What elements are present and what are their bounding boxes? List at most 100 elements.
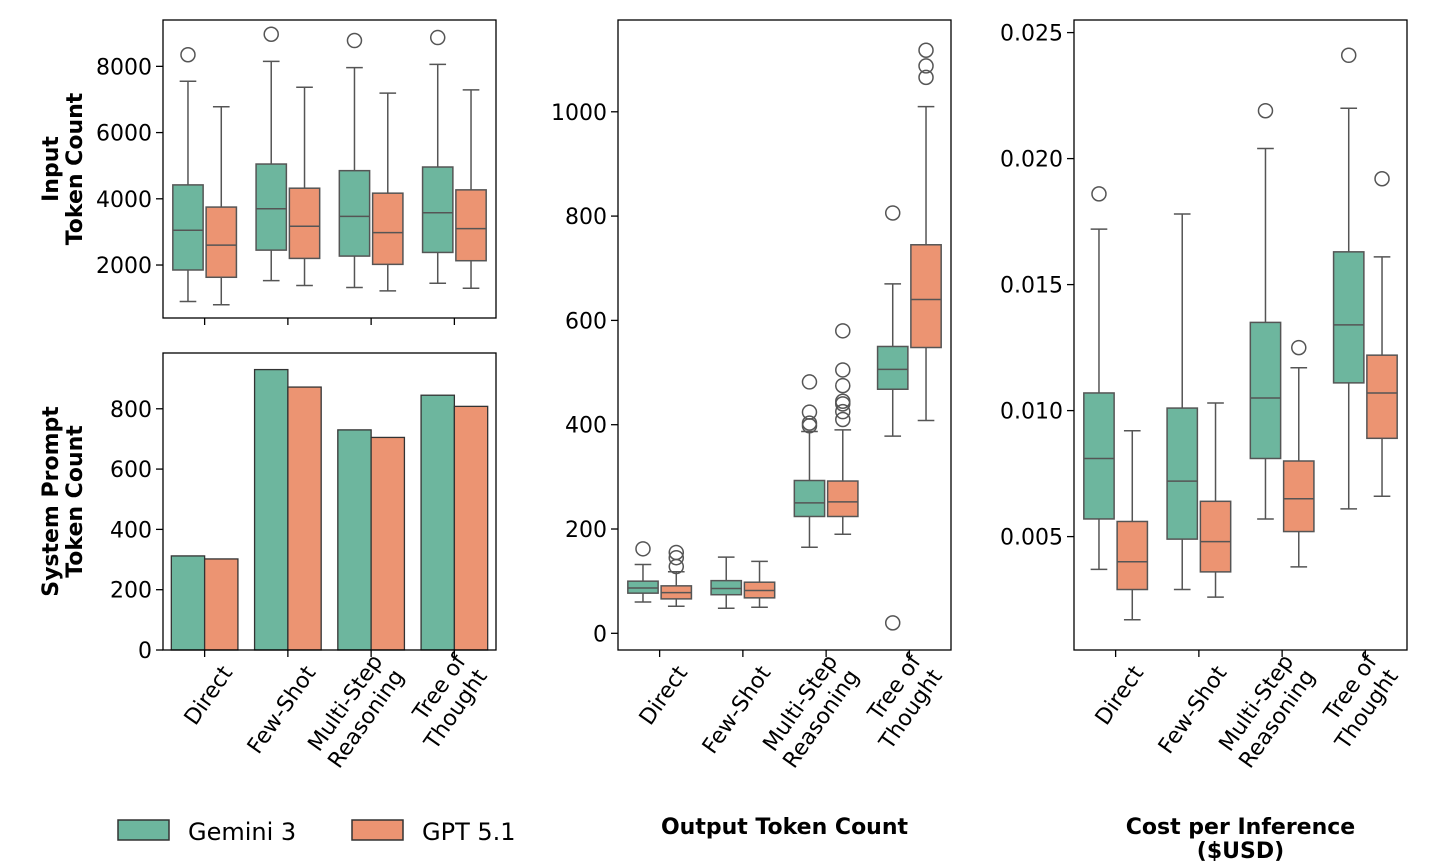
outlier-6 bbox=[835, 323, 851, 339]
axes-frame-output bbox=[617, 19, 952, 651]
ytick-label-input-0: 2000 bbox=[96, 254, 152, 279]
box-iqr bbox=[1282, 460, 1315, 533]
bar-system-0-0 bbox=[170, 555, 206, 651]
outlier-2 bbox=[801, 404, 818, 420]
box-iqr bbox=[826, 480, 859, 518]
outlier-1 bbox=[918, 58, 934, 74]
xtick-label-line: Direct bbox=[635, 661, 693, 730]
outlier-0 bbox=[1257, 102, 1274, 119]
ytick-label-input-2: 6000 bbox=[96, 122, 152, 147]
ytick-label-output-4: 800 bbox=[565, 205, 607, 230]
box-input-1-1 bbox=[288, 86, 321, 287]
outlier-5 bbox=[835, 362, 851, 378]
outlier-0 bbox=[1091, 186, 1107, 202]
outlier-3 bbox=[801, 374, 818, 390]
axes-frame-cost bbox=[1073, 19, 1408, 651]
outlier-1 bbox=[801, 415, 818, 431]
box-iqr bbox=[710, 579, 743, 596]
axes-frame-input bbox=[162, 19, 497, 319]
box-output-0-3 bbox=[876, 205, 909, 631]
box-iqr bbox=[876, 345, 909, 390]
outlier-1 bbox=[668, 549, 685, 566]
outlier-0 bbox=[1291, 339, 1307, 356]
ylabel-line: System Prompt bbox=[39, 406, 64, 597]
ytick-label-cost-4: 0.025 bbox=[1000, 22, 1063, 47]
outlier-0 bbox=[1340, 47, 1357, 64]
box-output-1-2 bbox=[826, 323, 859, 535]
box-iqr bbox=[793, 479, 826, 518]
bar-system-1-1 bbox=[287, 386, 322, 651]
ytick-label-output-2: 400 bbox=[565, 414, 607, 439]
ytick-label-output-5: 1000 bbox=[551, 101, 607, 126]
xtick-label-output-0: Direct bbox=[635, 661, 693, 730]
box-iqr bbox=[288, 187, 321, 260]
ytick-label-output-0: 0 bbox=[593, 622, 607, 647]
box-input-0-3 bbox=[421, 29, 454, 284]
ytick-label-cost-0: 0.005 bbox=[1000, 526, 1063, 551]
ytick-label-cost-2: 0.015 bbox=[1000, 274, 1063, 299]
outlier-0 bbox=[429, 29, 446, 46]
box-cost-0-0 bbox=[1083, 186, 1115, 571]
xtick-label-cost-2: Multi-StepReasoning bbox=[1213, 650, 1320, 773]
axes-frame-system bbox=[162, 352, 497, 651]
box-input-1-0 bbox=[205, 106, 238, 306]
box-cost-0-3 bbox=[1332, 47, 1365, 510]
xtick-label-output-3: Tree ofThought bbox=[853, 649, 948, 755]
legend-label-gpt: GPT 5.1 bbox=[422, 818, 516, 846]
bar-system-0-3 bbox=[420, 394, 456, 651]
outlier-0 bbox=[1374, 171, 1390, 187]
xlabel-cost: Cost per Inference ($USD) bbox=[1126, 815, 1355, 861]
xlabel-line: Cost per Inference bbox=[1126, 815, 1355, 840]
box-iqr bbox=[1366, 354, 1398, 440]
ytick-label-input-1: 4000 bbox=[96, 188, 152, 213]
ylabel-input: InputToken Count bbox=[39, 92, 88, 245]
ytick-label-system-0: 0 bbox=[138, 639, 152, 664]
xtick-label-output-2: Multi-StepReasoning bbox=[757, 650, 864, 773]
box-iqr bbox=[338, 169, 371, 257]
ytick-label-system-2: 400 bbox=[110, 518, 152, 543]
outlier-1 bbox=[884, 205, 901, 221]
box-iqr bbox=[455, 189, 487, 262]
box-output-0-2 bbox=[793, 374, 826, 549]
outlier-1 bbox=[835, 403, 851, 420]
xtick-label-line: Direct bbox=[180, 661, 238, 730]
outlier-0 bbox=[263, 26, 279, 42]
outlier-3 bbox=[835, 393, 851, 409]
ytick-label-system-4: 800 bbox=[110, 398, 152, 423]
bar-system-1-3 bbox=[453, 405, 489, 651]
xtick-label-system-2: Multi-StepReasoning bbox=[302, 650, 409, 773]
xlabel-output: Output Token Count bbox=[661, 815, 909, 840]
box-iqr bbox=[1249, 321, 1282, 460]
box-iqr bbox=[371, 192, 404, 266]
box-iqr bbox=[1166, 407, 1199, 540]
box-iqr bbox=[1083, 392, 1115, 520]
ylabel-system: System PromptToken Count bbox=[39, 406, 88, 597]
box-output-1-1 bbox=[743, 560, 776, 608]
ytick-label-output-1: 200 bbox=[565, 518, 607, 543]
box-iqr bbox=[205, 206, 238, 279]
outlier-0 bbox=[918, 69, 934, 86]
box-cost-0-1 bbox=[1166, 213, 1199, 591]
box-iqr bbox=[627, 580, 659, 594]
xtick-label-system-0: Direct bbox=[180, 661, 238, 730]
outlier-0 bbox=[635, 541, 651, 557]
bar-system-1-0 bbox=[203, 558, 239, 651]
ytick-label-cost-1: 0.010 bbox=[1000, 400, 1063, 425]
ylabel-line: Token Count bbox=[63, 92, 88, 245]
ytick-label-system-3: 600 bbox=[110, 458, 152, 483]
box-output-1-3 bbox=[910, 42, 942, 422]
box-iqr bbox=[421, 166, 454, 254]
bar-system-0-1 bbox=[253, 368, 289, 651]
outlier-2 bbox=[668, 544, 685, 561]
panel-input: 2000 4000 6000 8000 InputToken Count bbox=[39, 19, 497, 325]
box-iqr bbox=[172, 184, 204, 271]
legend-label-gemini: Gemini 3 bbox=[188, 818, 296, 846]
xtick-label-line: Direct bbox=[1091, 661, 1149, 730]
box-input-0-1 bbox=[255, 26, 288, 282]
box-cost-1-0 bbox=[1116, 430, 1149, 621]
box-input-1-2 bbox=[371, 92, 404, 292]
ytick-label-cost-3: 0.020 bbox=[1000, 148, 1063, 173]
